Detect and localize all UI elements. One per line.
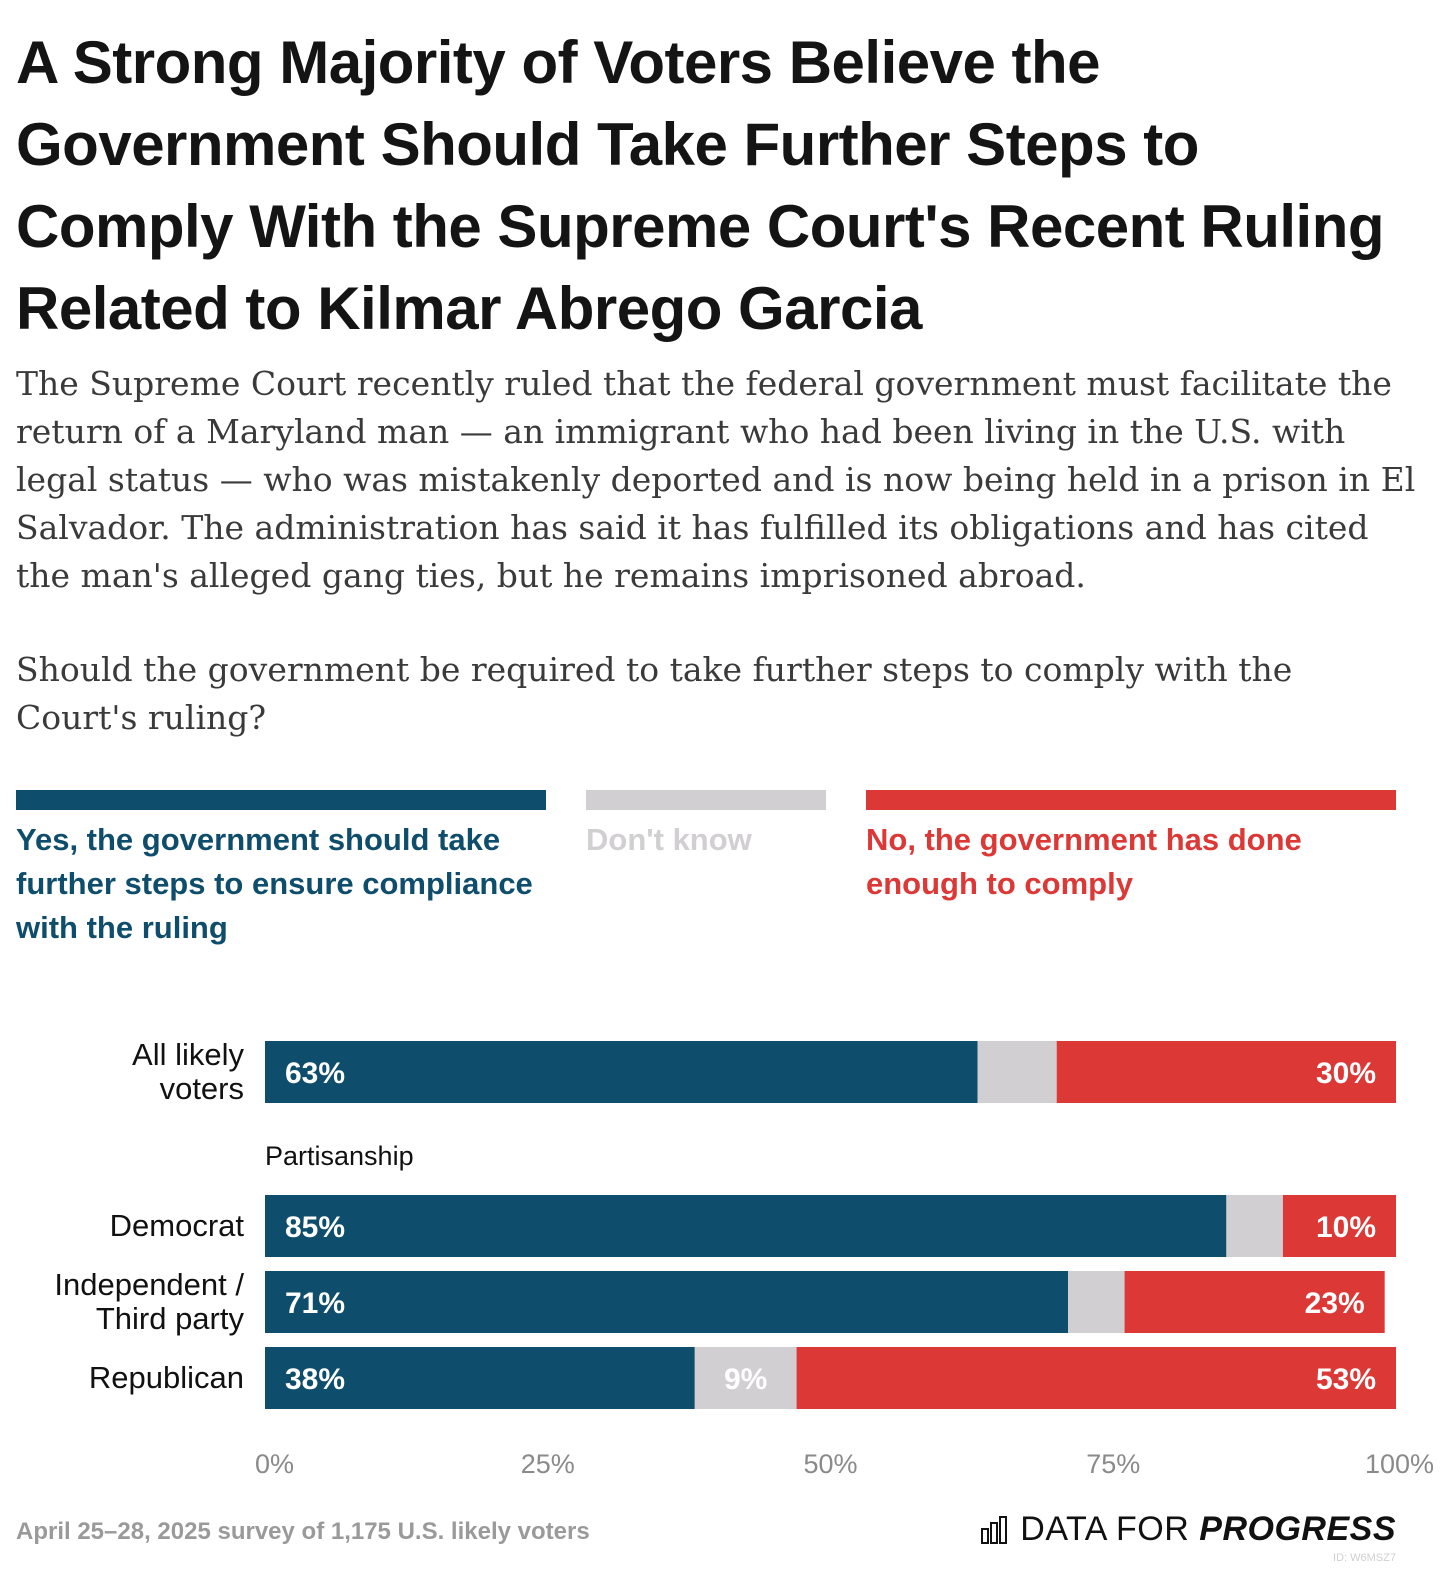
data-label-yes-democrat: 85%	[285, 1211, 345, 1244]
legend-swatch-dont-know	[586, 790, 826, 810]
legend-item-no: No, the government has done enough to co…	[866, 790, 1396, 906]
bar-segment-dont-know-all-likely-voters	[977, 1041, 1057, 1103]
data-label-no-democrat: 10%	[1316, 1211, 1376, 1244]
category-label-republican: Republican	[89, 1360, 244, 1395]
x-tick-label: 75%	[1086, 1449, 1140, 1479]
survey-note: April 25–28, 2025 survey of 1,175 U.S. l…	[16, 1518, 590, 1545]
x-tick-label: 25%	[521, 1449, 575, 1479]
chart-title: A Strong Majority of Voters Believe the …	[16, 29, 1385, 342]
x-tick-label: 100%	[1365, 1449, 1434, 1479]
data-label-dont-know-republican: 9%	[724, 1363, 767, 1396]
category-label-independent-third-party: Independent / Third party	[54, 1267, 244, 1336]
group-label-partisanship: Partisanship	[265, 1141, 414, 1171]
chart-subtitle: The Supreme Court recently ruled that th…	[16, 364, 1416, 595]
data-label-yes-all-likely-voters: 63%	[285, 1057, 345, 1090]
data-label-yes-independent-third-party: 71%	[285, 1287, 345, 1320]
data-label-no-independent-third-party: 23%	[1305, 1287, 1365, 1320]
brand-word-regular: DATA FOR	[1020, 1510, 1190, 1548]
x-tick-label: 50%	[803, 1449, 857, 1479]
legend-label-no: No, the government has done enough to co…	[866, 822, 1302, 901]
bar-segment-no-all-likely-voters	[1056, 1041, 1396, 1103]
bar-chart-logo-icon	[981, 1515, 1008, 1544]
bar-segment-yes-republican	[265, 1347, 695, 1409]
legend-item-yes: Yes, the government should take further …	[16, 790, 546, 950]
bar-segment-no-independent-third-party	[1124, 1271, 1385, 1333]
bar-segment-yes-all-likely-voters	[265, 1041, 978, 1103]
data-label-no-republican: 53%	[1316, 1363, 1376, 1396]
survey-question: Should the government be required to tak…	[16, 650, 1293, 737]
bar-segment-dont-know-democrat	[1226, 1195, 1283, 1257]
brand-logo: DATA FOR PROGRESS	[980, 1510, 1396, 1549]
category-label-democrat: Democrat	[110, 1208, 245, 1243]
stacked-bar-chart: Partisanship All likely voters 63% 30% Democr…	[54, 1037, 1434, 1479]
bar-segment-dont-know-republican	[694, 1347, 797, 1409]
legend-label-dont-know: Don't know	[586, 822, 752, 857]
bar-segment-yes-independent-third-party	[265, 1271, 1069, 1333]
legend-item-dont-know: Don't know	[586, 790, 826, 862]
bar-segment-yes-democrat	[265, 1195, 1227, 1257]
data-label-no-all-likely-voters: 30%	[1316, 1057, 1376, 1090]
chart-id: ID: W6MSZ7	[1333, 1552, 1396, 1564]
brand-word-bold: PROGRESS	[1199, 1510, 1396, 1548]
bar-segment-no-republican	[796, 1347, 1396, 1409]
data-label-yes-republican: 38%	[285, 1363, 345, 1396]
legend-swatch-yes	[16, 790, 546, 810]
legend-swatch-no	[866, 790, 1396, 810]
category-label-all-likely-voters: All likely voters	[132, 1037, 244, 1106]
legend-label-yes: Yes, the government should take further …	[16, 822, 533, 945]
bar-segment-no-democrat	[1282, 1195, 1396, 1257]
bar-segment-dont-know-independent-third-party	[1068, 1271, 1125, 1333]
x-tick-label: 0%	[255, 1449, 294, 1479]
